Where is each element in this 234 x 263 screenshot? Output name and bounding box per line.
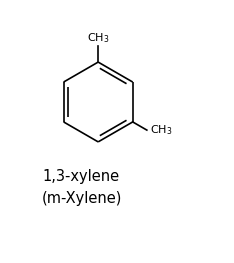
Text: (m-Xylene): (m-Xylene) — [42, 191, 122, 206]
Text: CH$_3$: CH$_3$ — [150, 123, 172, 137]
Text: CH$_3$: CH$_3$ — [87, 31, 110, 45]
Text: 1,3-xylene: 1,3-xylene — [42, 169, 119, 184]
